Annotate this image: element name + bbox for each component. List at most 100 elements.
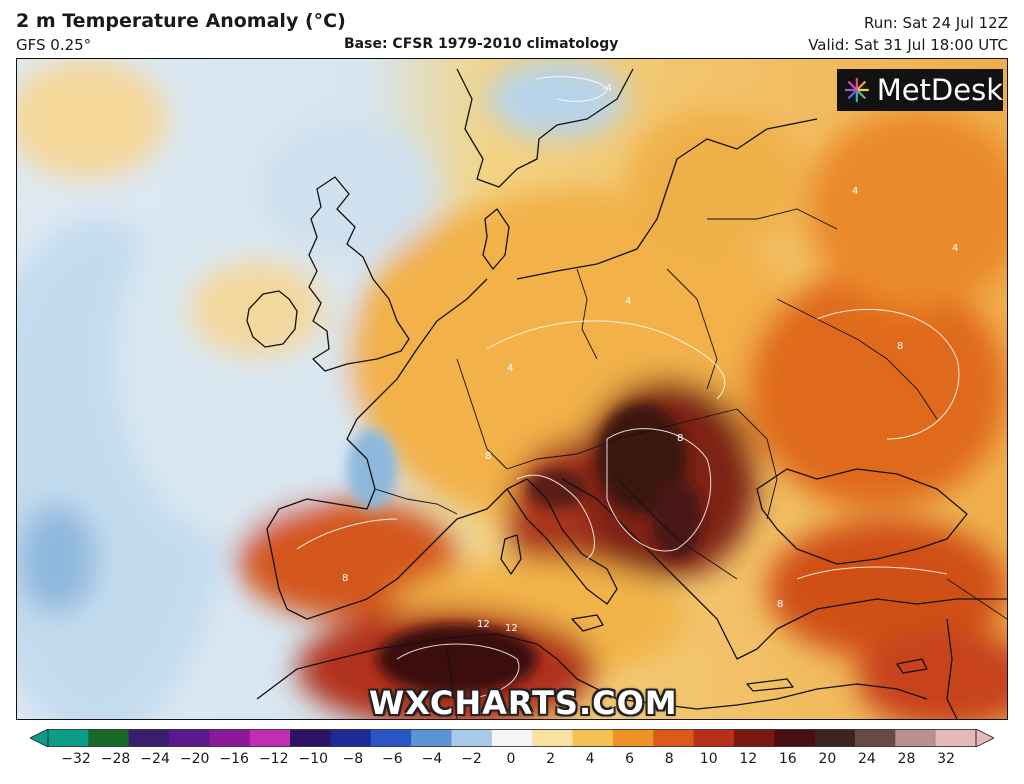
italy-coast — [506, 478, 618, 605]
border-france-germany — [456, 358, 508, 470]
legend-tick-label: −12 — [258, 751, 289, 767]
legend-color-segment — [612, 729, 654, 747]
britain-coast — [308, 176, 410, 372]
contour-neg4-scandinavia — [536, 76, 608, 102]
africa-coast — [256, 633, 928, 710]
legend-tick-label: −2 — [461, 751, 482, 767]
contour-label: 8 — [777, 599, 783, 610]
run-time-label: Run: Sat 24 Jul 12Z — [863, 14, 1008, 32]
legend-tick-label: 0 — [506, 751, 516, 767]
anomaly-extremes — [347, 404, 702, 694]
legend-frame — [47, 729, 977, 747]
legend-right-arrow — [975, 729, 994, 747]
legend-ticks: −32 −28 −24 −20 −16 −12 −10 −8 −6 −4 −2 0 2 4 6 8 10 12 16… — [0, 748, 1024, 772]
legend-color-segment — [854, 729, 896, 747]
borders — [374, 208, 1007, 719]
legend-tick-label: −8 — [342, 751, 364, 767]
legend-tick-label: 16 — [778, 751, 797, 767]
legend-color-segment — [290, 729, 332, 747]
legend-color-segment — [209, 729, 251, 747]
border-eastern — [736, 408, 778, 520]
levant-coast — [946, 618, 958, 719]
wxcharts-watermark: WXCHARTS.COM — [369, 684, 678, 720]
legend-color-segment — [814, 729, 856, 747]
contour-label: 8 — [897, 341, 903, 352]
map-canvas: -4 4 4 4 4 8 8 8 8 8 12 12 — [17, 59, 1007, 719]
legend-color-segment — [330, 729, 372, 747]
metdesk-logo-icon — [844, 77, 870, 103]
legend-tick-label: −28 — [100, 751, 131, 767]
legend-tick-label: 4 — [585, 751, 595, 767]
legend-tick-label: 6 — [625, 751, 635, 767]
anomaly-field — [17, 59, 1007, 719]
contour-lines — [296, 76, 960, 700]
legend-tick-label: 28 — [897, 751, 916, 767]
legend-color-segments — [48, 729, 977, 747]
denmark-coast — [482, 208, 510, 270]
legend-color-segment — [733, 729, 775, 747]
contour-label: 12 — [477, 619, 490, 630]
legend-colorbar — [30, 729, 994, 747]
contour-12-algeria — [396, 643, 520, 700]
contour-label: 4 — [507, 363, 513, 374]
valid-time-label: Valid: Sat 31 Jul 18:00 UTC — [808, 36, 1008, 54]
legend-tick-label: 20 — [818, 751, 837, 767]
legend-tick-label: −32 — [61, 751, 91, 767]
legend-tick-label: 32 — [937, 751, 955, 767]
legend-color-segment — [491, 729, 533, 747]
warm-ireland-sea — [187, 259, 327, 359]
sicily-coast — [571, 614, 604, 632]
cool-north-sea — [257, 119, 437, 259]
crete-coast — [746, 678, 794, 692]
warm-north-atlantic — [17, 59, 167, 179]
model-label: GFS 0.25° — [16, 36, 92, 54]
contour-label: -4 — [602, 83, 612, 94]
legend-tick-label: −16 — [219, 751, 249, 767]
legend-color-segment — [411, 729, 453, 747]
legend-color-segment — [370, 729, 412, 747]
border-north-africa — [446, 648, 458, 719]
legend-tick-label: −4 — [421, 751, 443, 767]
warm-baltic — [627, 109, 807, 249]
contour-label: 8 — [485, 451, 491, 462]
legend-tick-label: 8 — [664, 751, 674, 767]
western-europe-coast — [266, 278, 508, 620]
legend-tick-label: −10 — [298, 751, 329, 767]
legend-color-segment — [88, 729, 130, 747]
extreme-algeria — [377, 624, 537, 694]
legend-color-segment — [572, 729, 614, 747]
border-central-south — [506, 408, 738, 470]
contour-4-central — [486, 320, 726, 400]
border-ukraine-russia — [776, 298, 938, 420]
contour-8-balkans — [606, 428, 712, 552]
baltic-coast — [516, 118, 818, 280]
legend-tick-label: −20 — [179, 751, 210, 767]
hot-eastern-europe — [747, 269, 1007, 509]
extreme-adriatic — [652, 479, 702, 559]
ireland-coast — [246, 290, 298, 348]
contour-8-iberia — [296, 518, 398, 550]
legend-tick-label: −24 — [140, 751, 170, 767]
legend-tick-label: 2 — [546, 751, 555, 767]
legend-tick-label: −6 — [382, 751, 403, 767]
metdesk-logo-text: MetDesk — [876, 73, 1003, 107]
cool-biscay — [347, 429, 397, 509]
contour-labels: -4 4 4 4 4 8 8 8 8 8 12 12 — [342, 83, 958, 634]
legend-color-segment — [935, 729, 977, 747]
contour-8-italy — [516, 474, 595, 560]
extreme-italy — [527, 469, 587, 509]
legend-color-segment — [895, 729, 937, 747]
hot-iberia-east — [237, 499, 457, 619]
balkans-coast — [561, 478, 1007, 660]
sardinia-coast — [500, 534, 522, 575]
contour-8-turkey — [796, 566, 948, 580]
contour-8-east — [816, 308, 960, 440]
border-baltic-states — [707, 208, 838, 230]
legend-tick-label: 12 — [739, 751, 758, 767]
black-sea-coast — [756, 468, 968, 565]
border-balkans-inner — [616, 478, 738, 580]
hot-northeast — [807, 109, 1007, 309]
border-france-spain — [374, 488, 458, 515]
legend-color-segment — [249, 729, 291, 747]
contour-label: 12 — [505, 623, 518, 634]
